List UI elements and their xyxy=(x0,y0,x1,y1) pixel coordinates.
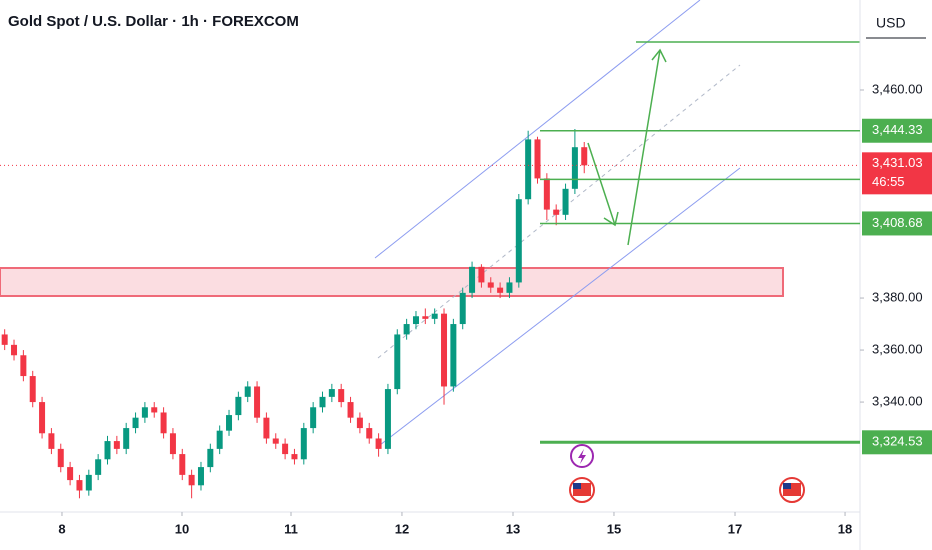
candle-body xyxy=(412,316,419,325)
candle-body xyxy=(543,178,550,210)
candle-body xyxy=(525,139,532,200)
candle-body xyxy=(48,433,55,449)
y-tick-label: 3,460.00 xyxy=(872,81,923,96)
candle-body xyxy=(179,454,186,475)
x-tick-label: 13 xyxy=(506,521,520,536)
candle-body xyxy=(67,467,74,481)
candle-body xyxy=(506,282,513,293)
candle-body xyxy=(338,389,345,403)
currency: USD xyxy=(876,15,906,31)
current-price-label: 3,431.03 xyxy=(872,155,923,170)
x-tick-label: 11 xyxy=(284,521,298,536)
countdown: 46:55 xyxy=(872,174,905,189)
y-tick-label: 3,380.00 xyxy=(872,289,923,304)
candle-body xyxy=(132,417,139,429)
candle-body xyxy=(39,402,46,434)
candle-body xyxy=(300,428,307,460)
candle-body xyxy=(441,313,448,387)
current-price-box xyxy=(862,152,932,195)
candle-body xyxy=(76,480,83,491)
candle-body xyxy=(235,396,242,416)
candle-body xyxy=(366,428,373,439)
candle-body xyxy=(104,441,111,460)
candle-body xyxy=(254,386,261,418)
candle-body xyxy=(384,389,391,449)
candle-body xyxy=(515,199,522,283)
y-tick-label: 3,340.00 xyxy=(872,394,923,409)
candle-body xyxy=(347,402,354,418)
candle-body xyxy=(197,467,204,486)
candle-body xyxy=(497,287,504,293)
candle-body xyxy=(85,474,92,491)
candle-body xyxy=(534,139,541,179)
level-label: 3,324.53 xyxy=(872,434,923,449)
level-label-box xyxy=(862,118,932,143)
x-tick-label: 10 xyxy=(175,521,189,536)
flag xyxy=(573,483,581,489)
candle-body xyxy=(487,282,494,288)
candle-body xyxy=(216,430,223,449)
candle-body xyxy=(431,313,438,319)
candle-body xyxy=(141,407,148,418)
candle-body xyxy=(450,324,457,387)
flag xyxy=(783,483,791,489)
candle-body xyxy=(263,417,270,439)
candle-body xyxy=(282,443,289,455)
arrow-head xyxy=(651,48,667,63)
candle-body xyxy=(310,407,317,429)
arrow-down xyxy=(587,142,616,226)
x-tick-label: 18 xyxy=(838,521,852,536)
candle-body xyxy=(113,441,120,449)
x-tick-label: 8 xyxy=(58,521,65,536)
lightning xyxy=(578,449,586,464)
candle-body xyxy=(394,334,401,390)
candle-body xyxy=(95,459,102,475)
level-label: 3,408.68 xyxy=(872,215,923,230)
candle-body xyxy=(11,344,18,356)
candle-body xyxy=(151,407,158,413)
x-tick-label: 15 xyxy=(607,521,621,536)
candle-body xyxy=(272,438,279,444)
x-tick-label: 12 xyxy=(395,521,409,536)
candle-body xyxy=(319,396,326,408)
candle-body xyxy=(422,316,429,319)
event-icons xyxy=(569,444,805,503)
candle-body xyxy=(244,386,251,397)
candle-body xyxy=(571,147,578,189)
candle-body xyxy=(188,474,195,486)
channel-upper xyxy=(374,0,701,259)
channel-lower xyxy=(379,167,741,446)
candle-body xyxy=(57,448,64,468)
candle-body xyxy=(1,334,8,345)
candle-body xyxy=(226,415,233,431)
supply-zone xyxy=(0,267,784,297)
candle-body xyxy=(169,433,176,455)
candle-body xyxy=(459,292,466,325)
candle-body xyxy=(469,266,476,293)
chart-title: Gold Spot / U.S. Dollar · 1h · FOREXCOM xyxy=(8,13,299,30)
candle-body xyxy=(375,438,382,449)
candle-body xyxy=(123,428,130,449)
candle-body xyxy=(160,412,167,434)
candle-body xyxy=(553,209,560,215)
candle-body xyxy=(478,266,485,283)
candle-body xyxy=(562,188,569,215)
candle-body xyxy=(403,324,410,335)
candle-body xyxy=(291,454,298,460)
x-tick-label: 17 xyxy=(728,521,742,536)
candle-body xyxy=(20,355,27,377)
candle-body xyxy=(356,417,363,429)
level-label-box xyxy=(862,211,932,236)
y-tick-label: 3,360.00 xyxy=(872,341,923,356)
level-label-box xyxy=(862,430,932,455)
level-label: 3,444.33 xyxy=(872,122,923,137)
candle-body xyxy=(29,376,36,403)
candle-body xyxy=(328,389,335,397)
arrow-up xyxy=(627,49,661,246)
arrow-head xyxy=(603,211,619,227)
candle-body xyxy=(207,448,214,468)
candle-body xyxy=(581,147,588,166)
